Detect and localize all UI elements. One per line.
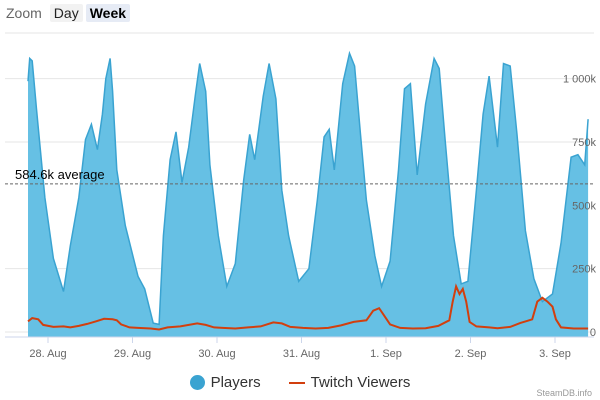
y-tick-label: 500k <box>572 200 596 212</box>
twitch-viewers-series[interactable] <box>27 283 589 331</box>
players-area <box>28 53 589 338</box>
zoom-controls: Zoom Day Week <box>6 3 131 23</box>
x-tick-label: 30. Aug <box>198 348 235 360</box>
y-axis-ticks: 0 250k 500k 750k 1 000k <box>563 74 597 339</box>
legend-label-players: Players <box>210 374 261 391</box>
y-tick-label: 750k <box>572 137 596 149</box>
x-tick-label: 2. Sep <box>455 348 487 360</box>
zoom-week-button[interactable]: Week <box>85 4 131 22</box>
x-tick-label: 1. Sep <box>370 348 402 360</box>
players-legend-marker <box>189 375 205 390</box>
zoom-label: Zoom <box>6 5 42 21</box>
x-tick-label: 29. Aug <box>114 348 151 360</box>
y-tick-label: 250k <box>572 264 596 276</box>
x-axis-ticks: 28. Aug 29. Aug 30. Aug 31. Aug 1. Sep 2. Sep… <box>5 336 594 360</box>
x-tick-label: 31. Aug <box>283 348 320 360</box>
legend-item-twitch[interactable]: Twitch Viewers <box>288 374 411 391</box>
y-tick-label: 0 <box>590 327 596 339</box>
legend-label-twitch: Twitch Viewers <box>310 374 411 391</box>
legend-item-players[interactable]: Players <box>189 374 261 391</box>
average-label: 584.6k average <box>15 167 105 182</box>
chart-legend: Players Twitch Viewers <box>0 374 600 391</box>
zoom-day-button[interactable]: Day <box>49 4 83 22</box>
y-tick-label: 1 000k <box>563 74 597 86</box>
x-tick-label: 3. Sep <box>539 348 571 360</box>
average-line: 584.6k average <box>5 167 594 185</box>
twitch-legend-marker <box>288 381 305 384</box>
twitch-viewers-line <box>27 283 589 331</box>
players-line <box>27 50 589 326</box>
credit-text[interactable]: SteamDB.info <box>536 388 592 398</box>
players-series[interactable] <box>27 50 589 338</box>
x-tick-label: 28. Aug <box>29 348 66 360</box>
